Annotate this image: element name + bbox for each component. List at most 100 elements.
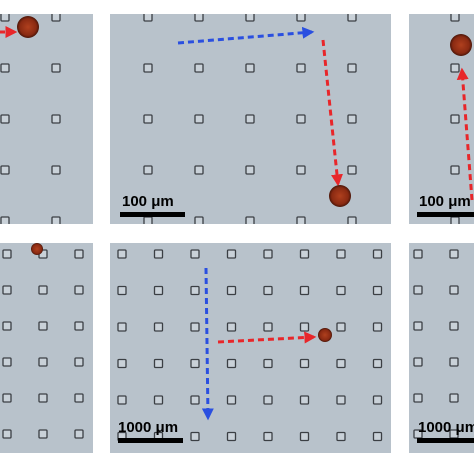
grid-square [299,395,310,405]
grid-square [194,114,204,124]
grid-square [449,357,459,367]
grid-square [413,321,423,331]
grid-square [190,322,200,332]
grid-square [400,115,408,123]
scale-label: 1000 μm [118,419,178,436]
panel-background [0,14,93,224]
grid-square [245,114,255,124]
grid-square [336,431,346,442]
grid-square [263,395,273,405]
panel-background [409,243,474,453]
grid-square [51,114,61,124]
grid-square [450,114,460,124]
grid-square [74,285,84,295]
grid-square [296,114,306,124]
grid-square [449,285,459,295]
grid-square [143,165,153,175]
grid-square [38,285,48,295]
grid-square [74,357,84,367]
grid-square [372,395,383,405]
grid-square [450,165,460,175]
grid-square [400,13,408,21]
grid-square [38,357,48,367]
microscope-panel [110,243,391,453]
grid-square [2,321,12,331]
panels [0,13,474,453]
particle [17,16,39,38]
arrow [201,267,214,421]
grid-square [347,216,357,224]
grid-square [194,165,204,175]
grid-square [0,114,10,124]
grid-square [190,431,200,442]
grid-square [263,285,273,296]
grid-square [296,63,306,73]
grid-square [336,358,346,369]
grid-square [245,63,255,73]
grid-square [347,114,357,124]
grid-square [2,357,12,367]
particle [318,328,332,342]
grid-square [0,14,10,22]
grid-square [400,217,408,225]
grid-square [190,358,200,369]
grid-square [2,393,12,403]
grid-square [400,166,408,174]
grid-square [74,429,84,439]
grid-square [263,249,273,259]
grid-square [0,216,10,224]
grid-square [194,216,204,224]
scale-bar [417,212,474,217]
grid-square [226,285,237,296]
panel-background [110,243,391,453]
grid-square [143,63,153,73]
grid-square [0,165,10,175]
scale-bar [118,438,183,443]
grid-square [38,393,48,403]
grid-square [449,321,459,331]
grid-square [143,114,153,124]
grid-square [336,395,346,405]
grid-square [450,14,460,22]
grid-square [263,431,273,442]
grid-square [93,13,101,21]
grid-square [299,285,310,296]
grid-square [400,64,408,72]
grid-square [117,285,127,296]
grid-square [153,395,164,405]
grid-square [190,285,200,296]
grid-square [226,358,237,369]
grid-square [93,115,101,123]
grid-square [226,249,237,259]
grid-square [74,249,84,259]
grid-square [347,14,357,22]
particle [450,34,472,56]
grid-square [336,322,346,332]
grid-square [117,249,127,259]
grid-square [296,14,306,22]
grid-square [347,63,357,73]
grid-square [347,165,357,175]
grid-square [51,14,61,22]
grid-square [413,357,423,367]
grid-square [299,431,310,442]
particle [329,185,351,207]
grid-square [190,249,200,259]
grid-square [450,216,460,224]
grid-square [117,322,127,332]
scale-bar [120,212,185,217]
scale-label: 1000 μm [418,419,474,436]
grid-square [245,216,255,224]
grid-square [245,14,255,22]
grid-square [117,395,127,405]
grid-square [143,216,153,224]
annotations: 100 μm 100 μm 1000 μm 1000 μm [0,16,474,443]
particle [31,243,43,255]
arrow [456,67,474,201]
grid-square [93,166,101,174]
grid-square [38,321,48,331]
microscope-panel [409,243,474,453]
grid-square [299,322,310,332]
